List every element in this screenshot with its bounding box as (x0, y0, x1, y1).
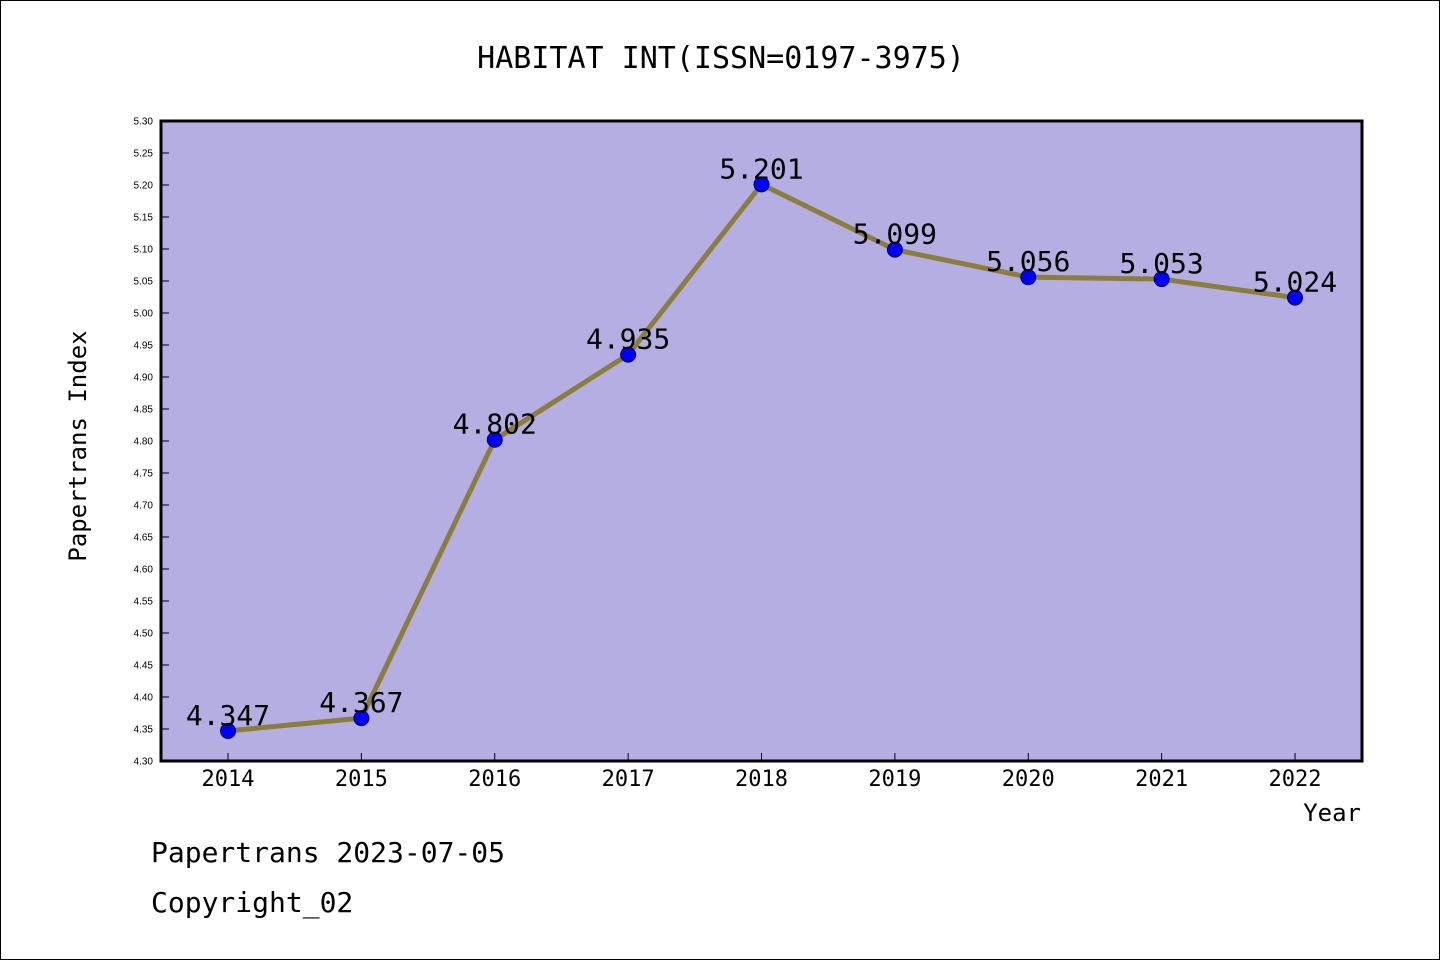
y-tick-label: 4.60 (134, 565, 154, 576)
x-axis: 2014 2015 2016 2017 2018 2019 2020 2021 2022 (202, 753, 1322, 792)
y-tick-label: 5.30 (134, 117, 154, 128)
x-tick-label: 2014 (202, 767, 255, 792)
y-tick-label: 4.90 (134, 373, 154, 384)
y-tick-label: 4.70 (134, 501, 154, 512)
y-tick-label: 4.45 (134, 661, 154, 672)
data-point-marker (353, 710, 370, 727)
y-tick-label: 5.25 (134, 149, 154, 160)
x-axis-label: Year (1303, 799, 1361, 827)
y-tick-label: 4.30 (134, 757, 154, 768)
data-label: 5.201 (719, 152, 803, 185)
y-tick-label: 5.10 (134, 245, 154, 256)
x-tick-label: 2021 (1135, 767, 1188, 792)
data-point-marker (753, 176, 770, 193)
y-tick-label: 4.75 (134, 469, 154, 480)
x-tick-label: 2020 (1002, 767, 1055, 792)
y-tick-label: 5.00 (134, 309, 154, 320)
y-axis: 4.30 4.35 4.40 4.45 4.50 4.55 4.60 4.65 4.70 4.75… (134, 117, 169, 768)
data-point-marker (1020, 269, 1037, 286)
x-tick-label: 2016 (468, 767, 521, 792)
x-tick-label: 2015 (335, 767, 388, 792)
x-tick-label: 2022 (1269, 767, 1322, 792)
x-tick-label: 2019 (868, 767, 921, 792)
plot-area (159, 119, 1364, 763)
y-tick-label: 4.40 (134, 693, 154, 704)
y-tick-label: 4.95 (134, 341, 154, 352)
data-label: 5.024 (1253, 266, 1337, 299)
y-tick-label: 5.20 (134, 181, 154, 192)
y-tick-label: 4.35 (134, 725, 154, 736)
y-tick-label: 4.80 (134, 437, 154, 448)
x-tick-label: 2017 (602, 767, 655, 792)
data-point-marker (486, 431, 503, 448)
data-label: 5.099 (853, 218, 937, 251)
footer-date-text: Papertrans 2023-07-05 (151, 836, 506, 869)
data-label: 5.056 (986, 245, 1070, 278)
y-tick-label: 5.05 (134, 277, 154, 288)
series-layer (220, 176, 1303, 739)
footer-copyright-text: Copyright_02 (151, 886, 354, 919)
chart-title: HABITAT INT(ISSN=0197-3975) (477, 41, 965, 76)
data-point-marker (1287, 289, 1303, 306)
data-label: 4.935 (586, 323, 670, 356)
data-label: 4.347 (186, 699, 270, 732)
data-label: 5.053 (1119, 247, 1203, 280)
y-tick-label: 4.85 (134, 405, 154, 416)
y-tick-label: 5.15 (134, 213, 154, 224)
data-label: 4.367 (319, 686, 403, 719)
y-tick-label: 4.50 (134, 629, 154, 640)
y-tick-label: 4.65 (134, 533, 154, 544)
y-tick-label: 4.55 (134, 597, 154, 608)
y-axis-label: Papertrans Index (64, 330, 92, 561)
data-point-marker (620, 346, 637, 363)
data-label-layer: 4.347 4.367 4.802 4.935 5.201 5.099 5.056 5.053… (186, 152, 1337, 732)
x-tick-label: 2018 (735, 767, 788, 792)
data-point-marker (886, 241, 903, 258)
data-label: 4.802 (453, 408, 537, 441)
data-point-marker (220, 722, 236, 739)
data-point-marker (1153, 271, 1170, 288)
